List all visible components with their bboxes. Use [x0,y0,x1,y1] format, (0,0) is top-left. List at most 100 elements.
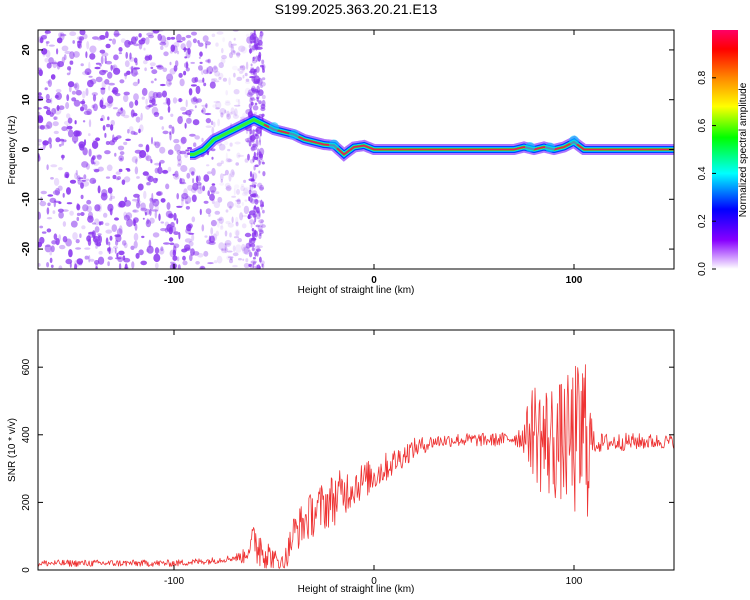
spectrogram-blob [53,130,59,135]
spectrogram-blob [228,40,233,48]
spectrogram-blob [148,95,152,101]
spectrogram-blob [196,181,202,186]
spectrogram-blob [118,168,123,173]
spectrogram-blob [57,185,63,191]
spectrogram-blob [242,74,245,79]
spectrogram-blob [239,212,244,221]
spectrogram-blob [235,199,241,202]
spectrogram-blob [240,46,247,54]
spectrogram-blob [140,207,148,212]
spectrogram-blob [38,138,42,143]
spectrogram-blob [107,256,113,261]
spectrogram-blob [104,222,110,226]
spectrogram-blob [230,45,235,53]
spectrogram-blob [179,150,187,155]
spectrogram-blob [252,143,257,148]
spectrogram-blob [252,256,256,260]
spectrogram-blob [241,202,244,206]
spectrogram-blob [50,164,58,168]
spectrogram-blob [251,77,255,82]
spectrogram-blob [169,213,174,219]
spectrogram-blob [123,257,131,263]
spectrogram-blob [53,116,57,120]
spectrogram-blob [228,77,231,86]
spectrogram-blob [223,242,231,246]
spectrogram-blob [248,251,253,258]
spectrogram-blob [205,118,212,124]
spectrogram-blob [172,255,178,261]
spectrogram-blob [111,65,116,70]
spectrogram-blob [194,135,200,140]
spectrogram-blob [112,107,118,110]
spectrogram-blob [201,107,206,115]
spectrogram-blob [149,217,155,224]
spectrogram-blob [249,171,253,178]
spectrogram-blob [150,66,154,70]
spectrogram-scatter [38,30,266,269]
spectrogram-blob [202,185,206,192]
spectrogram-blob [252,206,257,212]
spectrogram-blob [79,30,86,36]
spectrogram-blob [229,142,233,147]
spectrogram-blob [143,59,148,65]
spectrogram-blob [262,201,264,208]
spectrogram-blob [253,30,256,36]
spectrogram-blob [75,169,78,176]
spectrogram-blob [74,82,80,91]
spectrogram-blob [259,184,264,191]
spectrogram-blob [243,187,249,195]
spectrogram-blob [143,47,146,51]
spectrogram-blob [151,136,153,145]
spectrogram-blob [123,72,128,77]
spectrogram-blob [179,178,186,185]
spectrogram-blob [232,65,238,71]
spectrogram-blob [108,246,111,255]
spectrogram-blob [188,241,194,247]
colorbar-label: Normalized spectral amplitude [738,82,749,217]
spectrogram-blob [121,179,126,185]
spectrogram-blob [253,265,257,269]
snr-xtick-label: 100 [566,576,583,587]
spectrogram-blob [148,239,152,248]
spectrogram-blob [85,51,88,59]
spectrogram-blob [141,87,148,96]
spectrogram-blob [106,247,114,254]
spectrogram-blob [53,116,59,120]
spectrogram-blob [146,218,150,225]
spectrogram-blob [69,60,74,65]
spectrogram-blob [259,139,261,146]
spectrogram-blob [145,144,150,153]
spectrogram-blob [118,263,122,269]
spectrogram-blob [107,203,114,212]
spectrogram-blob [215,100,222,110]
spectrogram-blob [149,208,152,216]
spectrogram-blob [173,212,177,221]
spectrogram-blob [184,56,188,59]
spectrogram-blob [233,104,241,107]
ridge-spot [525,142,535,152]
spectrogram-blob [95,76,103,83]
spectrogram-blob [193,142,197,147]
spectrogram-blob [135,158,138,165]
spectrogram-blob [51,108,57,115]
spectrogram-blob [124,263,128,269]
spectrogram-blob [39,125,45,130]
spectrogram-blob [58,32,63,38]
spectrogram-blob [91,140,99,149]
spectrogram-blob [181,198,184,207]
spectrogram-blob [215,230,219,237]
spectrogram-blob [256,90,261,93]
spectrogram-blob [151,192,154,202]
spectrogram-blob [159,146,166,154]
spectrogram-blob [255,133,258,137]
spectrogram-blob [225,152,228,161]
spectrogram-blob [230,50,237,55]
spectrogram-blob [52,190,60,196]
spectrogram-blob [125,138,131,141]
spectrogram-blob [253,165,256,171]
spectrogram-blob [146,182,151,186]
spectrogram-blob [105,141,110,145]
spectrogram-blob [253,70,257,77]
spectrogram-blob [122,240,127,246]
spectrogram-blob [58,105,65,110]
